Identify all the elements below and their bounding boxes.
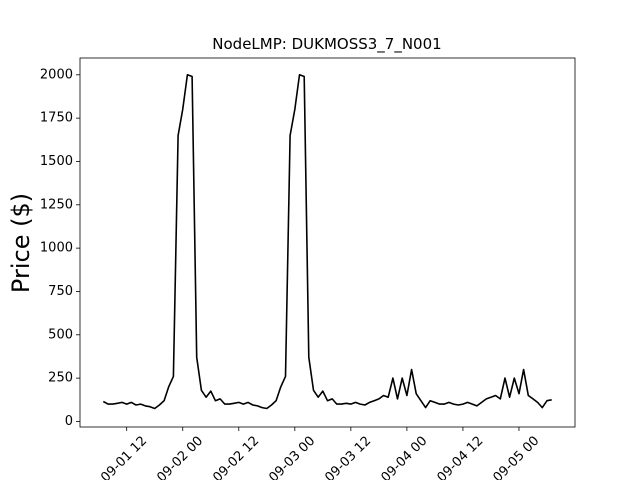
x-tick-label: 09-03 00	[266, 434, 318, 480]
y-tick-label: 1750	[40, 111, 73, 126]
chart-title: NodeLMP: DUKMOSS3_7_N001	[212, 35, 441, 54]
x-tick-label: 09-02 12	[210, 434, 262, 480]
x-tick-label: 09-03 12	[322, 434, 374, 480]
y-tick-label: 2000	[40, 67, 73, 82]
y-tick-label: 0	[65, 414, 73, 429]
x-tick-label: 09-04 12	[434, 434, 486, 480]
y-tick-label: 1500	[40, 154, 73, 169]
y-axis-label: Price ($)	[7, 193, 35, 293]
y-tick-label: 1250	[40, 197, 73, 212]
x-tick-label: 09-01 12	[98, 434, 150, 480]
y-tick-label: 750	[48, 284, 73, 299]
y-tick-label: 250	[48, 371, 73, 386]
plot-frame	[79, 57, 576, 428]
x-tick-label: 09-02 00	[154, 434, 206, 480]
price-line	[102, 74, 552, 410]
x-tick-label: 09-05 00	[491, 434, 543, 480]
y-tick-label: 1000	[40, 241, 73, 256]
x-tick-label: 09-04 00	[378, 434, 430, 480]
y-tick-label: 500	[48, 327, 73, 342]
